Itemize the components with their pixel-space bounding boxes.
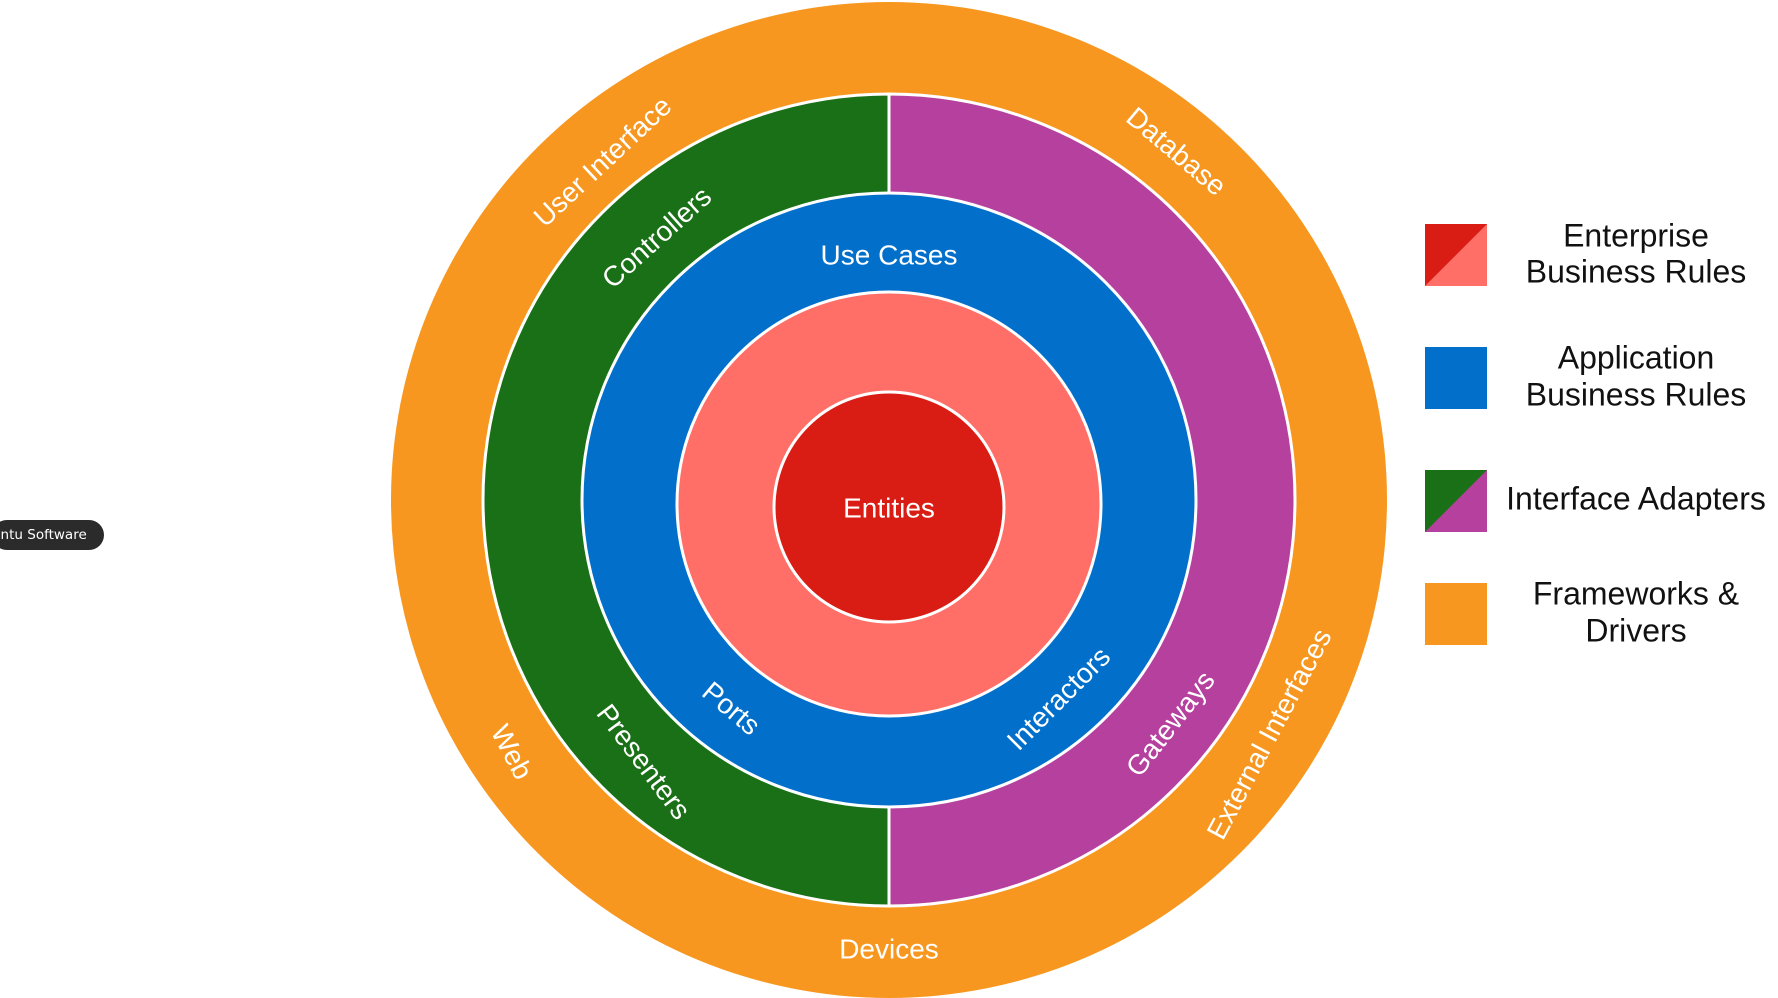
legend-item-enterprise: Enterprise Business Rules (1425, 217, 1746, 289)
legend-swatch-application (1425, 347, 1487, 409)
legend-label-frameworks-1: Frameworks & (1533, 575, 1739, 611)
dock-tooltip: untu Software (0, 520, 104, 550)
legend-label-application-1: Application (1558, 339, 1715, 375)
legend-item-interface-adapters: Interface Adapters (1425, 470, 1766, 532)
legend-label-frameworks-2: Drivers (1585, 612, 1686, 648)
legend-item-frameworks: Frameworks & Drivers (1425, 575, 1739, 648)
legend-swatch-enterprise-light (1425, 224, 1487, 286)
legend-item-application: Application Business Rules (1425, 339, 1746, 412)
legend-swatch-adapters-purple (1425, 470, 1487, 532)
legend: Enterprise Business Rules Application Bu… (1425, 217, 1766, 648)
label-use-cases: Use Cases (821, 239, 958, 270)
label-devices: Devices (839, 933, 939, 964)
legend-label-application-2: Business Rules (1526, 376, 1747, 412)
legend-label-enterprise-1: Enterprise (1563, 217, 1709, 253)
label-entities: Entities (843, 492, 935, 523)
legend-swatch-frameworks (1425, 583, 1487, 645)
legend-label-interface-adapters: Interface Adapters (1506, 480, 1766, 516)
legend-label-enterprise-2: Business Rules (1526, 253, 1747, 289)
entities-circle (772, 390, 1006, 624)
